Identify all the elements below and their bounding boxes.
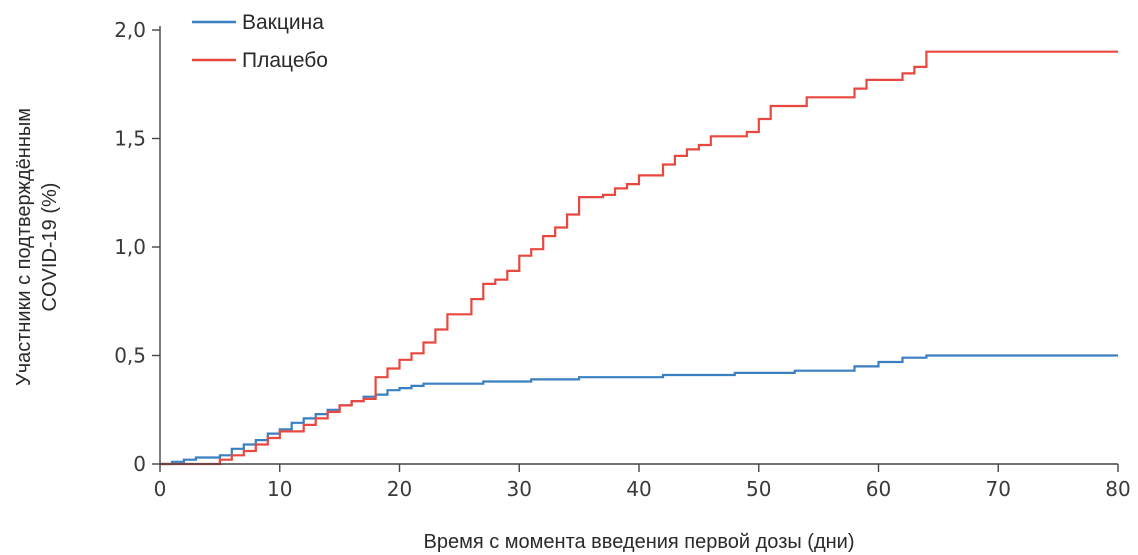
series-line-placebo bbox=[160, 50, 1118, 466]
ticks: 0 0,5 1,0 1,5 2,0 0 10 20 30 40 50 60 70 80 bbox=[114, 18, 1131, 501]
series-line-vaccine bbox=[160, 354, 1118, 466]
x-tick-label: 70 bbox=[986, 477, 1011, 501]
y-tick-label: 2,0 bbox=[114, 18, 146, 42]
x-tick-label: 10 bbox=[267, 477, 292, 501]
y-axis-title-line: Участники с подтверждённым bbox=[13, 108, 35, 386]
x-tick-label: 0 bbox=[154, 477, 167, 501]
y-tick-label: 1,0 bbox=[114, 235, 146, 259]
axis-titles: Время с момента введения первой дозы (дн… bbox=[13, 108, 855, 553]
x-tick-label: 50 bbox=[746, 477, 771, 501]
x-tick-label: 30 bbox=[507, 477, 532, 501]
y-tick-label: 0,5 bbox=[114, 344, 146, 368]
x-axis-title: Время с момента введения первой дозы (дн… bbox=[424, 531, 855, 553]
y-axis-title: Участники с подтверждённым COVID-19 (%) bbox=[13, 108, 61, 386]
x-tick-label: 40 bbox=[626, 477, 651, 501]
y-tick-label: 0 bbox=[133, 452, 146, 476]
y-tick-label: 1,5 bbox=[114, 127, 146, 151]
x-tick-label: 20 bbox=[387, 477, 412, 501]
axes bbox=[159, 26, 1118, 465]
y-axis-title-line: COVID-19 (%) bbox=[39, 183, 61, 312]
legend-label-vaccine: Вакцина bbox=[242, 11, 324, 34]
legend: Вакцина Плацебо bbox=[192, 11, 328, 72]
x-tick-label: 80 bbox=[1105, 477, 1130, 501]
legend-label-placebo: Плацебо bbox=[242, 49, 328, 72]
plot-lines bbox=[160, 50, 1118, 466]
x-tick-label: 60 bbox=[866, 477, 891, 501]
